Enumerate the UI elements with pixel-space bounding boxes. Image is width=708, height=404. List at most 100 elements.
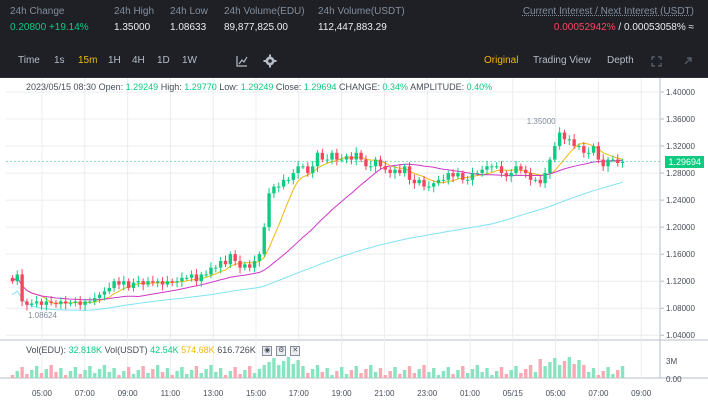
time-axis-label: 05:00 [32, 389, 53, 398]
volume-bar [456, 370, 460, 378]
candle-body [586, 152, 591, 154]
view-trading-view[interactable]: Trading View [533, 55, 591, 66]
volume-bar [122, 371, 126, 378]
time-axis-label: 11:00 [161, 389, 181, 398]
interval-4h[interactable]: 4H [132, 55, 145, 66]
interval-1w[interactable]: 1W [182, 55, 197, 66]
volume-bar [83, 370, 87, 378]
volume-bar [262, 365, 266, 378]
indicator-icon[interactable] [236, 55, 248, 67]
vol-ma2-value: 616.726K [217, 345, 256, 355]
volume-bar [407, 366, 412, 378]
candle-body [49, 301, 53, 303]
stat-label: 24h Low [170, 6, 208, 17]
volume-bar [514, 366, 518, 378]
volume-axis-label: 0.00 [666, 375, 682, 384]
settings-icon[interactable]: ⚙ [276, 345, 287, 356]
volume-bar [15, 371, 19, 378]
candle-body [25, 301, 29, 305]
stat-value: 0.20800 [10, 22, 47, 33]
volume-bar [291, 364, 295, 378]
stat-24h-low: 24h Low 1.08633 [170, 6, 208, 34]
volume-bar [548, 362, 552, 378]
candle-body [83, 301, 87, 305]
volume-bar [310, 369, 315, 378]
candle-body [291, 173, 295, 180]
volume-bar [126, 367, 131, 378]
volume-bar [364, 369, 368, 378]
candle-body [494, 166, 499, 168]
volume-bar [194, 366, 199, 378]
candle-body [596, 146, 601, 160]
volume-bar [606, 367, 610, 378]
fullscreen-icon[interactable] [651, 56, 662, 67]
candle-body [407, 166, 412, 180]
interval-1h[interactable]: 1H [108, 55, 121, 66]
volume-bar [141, 366, 145, 378]
settings-gear-icon[interactable] [263, 54, 277, 68]
legend-open: 1.29249 [125, 82, 159, 92]
time-axis-label: 09:00 [631, 389, 652, 398]
volume-bar [39, 373, 44, 378]
candle-body [538, 179, 542, 184]
volume-bar [112, 368, 116, 378]
volume-bar [340, 367, 344, 378]
volume-bar [582, 365, 586, 378]
candle-body [151, 281, 155, 283]
time-axis-label: 05:00 [546, 389, 567, 398]
candle-body [514, 166, 518, 174]
volume-bar [349, 370, 354, 378]
interval-15m[interactable]: 15m [78, 55, 98, 66]
price-axis: 1.40000 1.36000 1.32000 1.28000 1.24000 1.200… [660, 88, 695, 384]
volume-bar [553, 358, 557, 378]
view-original[interactable]: Original [484, 55, 519, 66]
interval-1d[interactable]: 1D [157, 55, 170, 66]
volume-bar [557, 365, 562, 378]
volume-bar [383, 375, 387, 378]
volume-bar [160, 372, 165, 378]
volume-bar [417, 369, 421, 378]
candle-body [557, 132, 562, 147]
close-icon[interactable]: ✕ [290, 345, 301, 356]
time-axis-label: 17:00 [289, 389, 310, 398]
legend-change: 0.34% [382, 82, 409, 92]
volume-bar [378, 368, 383, 378]
candle-body [15, 274, 19, 282]
price-axis-label: 1.12000 [666, 277, 695, 286]
candlestick-chart[interactable]: 1.35000 1.08624 1.40000 1.36000 1.32000 1.28… [0, 78, 708, 404]
view-depth[interactable]: Depth [607, 55, 634, 66]
candle-body [310, 166, 315, 174]
current-interest-value: 0.00052942% [553, 22, 616, 33]
current-interest[interactable]: Current Interest / Next Interest (USDT) … [522, 6, 694, 33]
volume-bar [156, 365, 160, 378]
volume-bar [131, 374, 136, 378]
candle-body [441, 179, 446, 181]
visibility-toggle-icon[interactable]: ◉ [262, 345, 273, 356]
candle-body [248, 264, 252, 268]
volume-bar [504, 374, 509, 378]
volume-bar [616, 370, 620, 378]
volume-bar [354, 366, 358, 378]
candle-body [126, 281, 131, 288]
candle-body [175, 281, 179, 283]
candle-body [185, 277, 189, 279]
volume-bar [591, 368, 596, 378]
popout-icon[interactable] [682, 56, 693, 67]
price-axis-label: 1.04000 [666, 331, 695, 340]
volume-bar [25, 374, 29, 378]
current-interest-label[interactable]: Current Interest / Next Interest (USDT) [522, 6, 694, 17]
time-axis-label: 23:00 [417, 389, 438, 398]
stat-value: 1.08633 [170, 22, 207, 33]
candle-body [136, 281, 141, 283]
volume-bar [344, 374, 349, 378]
interval-1s[interactable]: 1s [54, 55, 65, 66]
price-axis-label: 1.20000 [666, 223, 695, 232]
volume-bar [572, 364, 576, 378]
stat-label: 24h Volume(USDT) [318, 6, 405, 17]
volume-bar [63, 375, 68, 378]
price-chart[interactable]: 1.35000 1.08624 1.40000 1.36000 1.32000 1.28… [0, 78, 708, 404]
volume-bar [93, 373, 97, 378]
candle-body [107, 287, 111, 292]
volume-bar [277, 365, 281, 378]
volume-bar [519, 373, 523, 378]
